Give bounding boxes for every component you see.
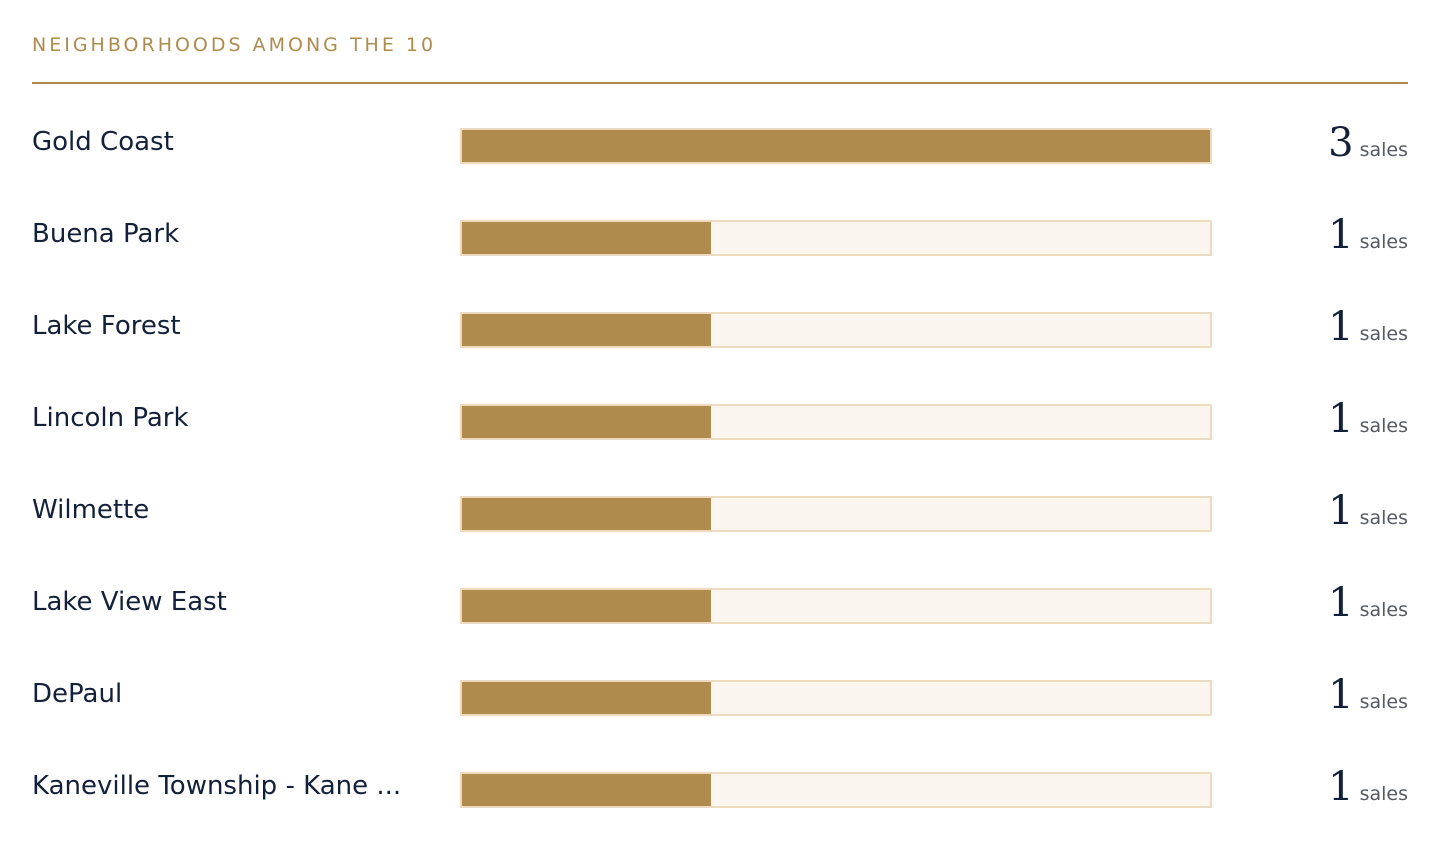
- chart-row: Kaneville Township - Kane ... 1 sales: [32, 746, 1408, 838]
- section-title: NEIGHBORHOODS AMONG THE 10: [32, 34, 437, 56]
- bar: [462, 498, 712, 530]
- bar-value: 1 sales: [1328, 672, 1408, 718]
- bar: [462, 130, 1210, 162]
- bar-track: [460, 680, 1212, 716]
- chart-row: Wilmette 1 sales: [32, 470, 1408, 562]
- bar-value-unit: sales: [1359, 231, 1408, 253]
- chart-row: Lincoln Park 1 sales: [32, 378, 1408, 470]
- bar-value: 1 sales: [1328, 580, 1408, 626]
- bar-value-unit: sales: [1359, 323, 1408, 345]
- bar-track: [460, 128, 1212, 164]
- chart-row: Gold Coast 3 sales: [32, 102, 1408, 194]
- bar-value-number: 1: [1328, 672, 1354, 718]
- bar-value-number: 1: [1328, 212, 1354, 258]
- title-divider: [32, 82, 1408, 84]
- bar-value-unit: sales: [1359, 139, 1408, 161]
- bar: [462, 682, 712, 714]
- bar-value-number: 1: [1328, 488, 1354, 534]
- bar-value: 1 sales: [1328, 396, 1408, 442]
- bar-value-unit: sales: [1359, 599, 1408, 621]
- neighborhood-bar-chart: Gold Coast 3 sales Buena Park 1 sales Lake For…: [32, 102, 1408, 838]
- bar-value-unit: sales: [1359, 415, 1408, 437]
- bar-track: [460, 588, 1212, 624]
- bar-value-unit: sales: [1359, 691, 1408, 713]
- bar-value-number: 1: [1328, 396, 1354, 442]
- bar-track: [460, 772, 1212, 808]
- bar-value-unit: sales: [1359, 783, 1408, 805]
- bar-category-label: Buena Park: [32, 219, 180, 249]
- bar-category-label: Lake View East: [32, 587, 227, 617]
- bar-category-label: Kaneville Township - Kane ...: [32, 771, 402, 801]
- bar-value-number: 3: [1328, 120, 1354, 166]
- chart-row: Buena Park 1 sales: [32, 194, 1408, 286]
- bar: [462, 590, 712, 622]
- bar-category-label: Lake Forest: [32, 311, 181, 341]
- bar-category-label: DePaul: [32, 679, 123, 709]
- bar: [462, 774, 712, 806]
- bar-value-unit: sales: [1359, 507, 1408, 529]
- bar: [462, 314, 712, 346]
- bar-category-label: Lincoln Park: [32, 403, 189, 433]
- bar: [462, 222, 712, 254]
- chart-row: Lake Forest 1 sales: [32, 286, 1408, 378]
- bar-track: [460, 404, 1212, 440]
- bar-value: 3 sales: [1328, 120, 1408, 166]
- bar-value: 1 sales: [1328, 304, 1408, 350]
- bar-value-number: 1: [1328, 304, 1354, 350]
- bar: [462, 406, 712, 438]
- bar-category-label: Wilmette: [32, 495, 150, 525]
- bar-value: 1 sales: [1328, 488, 1408, 534]
- bar-track: [460, 220, 1212, 256]
- bar-track: [460, 312, 1212, 348]
- bar-value: 1 sales: [1328, 212, 1408, 258]
- bar-category-label: Gold Coast: [32, 127, 174, 157]
- bar-value: 1 sales: [1328, 764, 1408, 810]
- chart-row: DePaul 1 sales: [32, 654, 1408, 746]
- bar-value-number: 1: [1328, 764, 1354, 810]
- bar-track: [460, 496, 1212, 532]
- chart-row: Lake View East 1 sales: [32, 562, 1408, 654]
- bar-value-number: 1: [1328, 580, 1354, 626]
